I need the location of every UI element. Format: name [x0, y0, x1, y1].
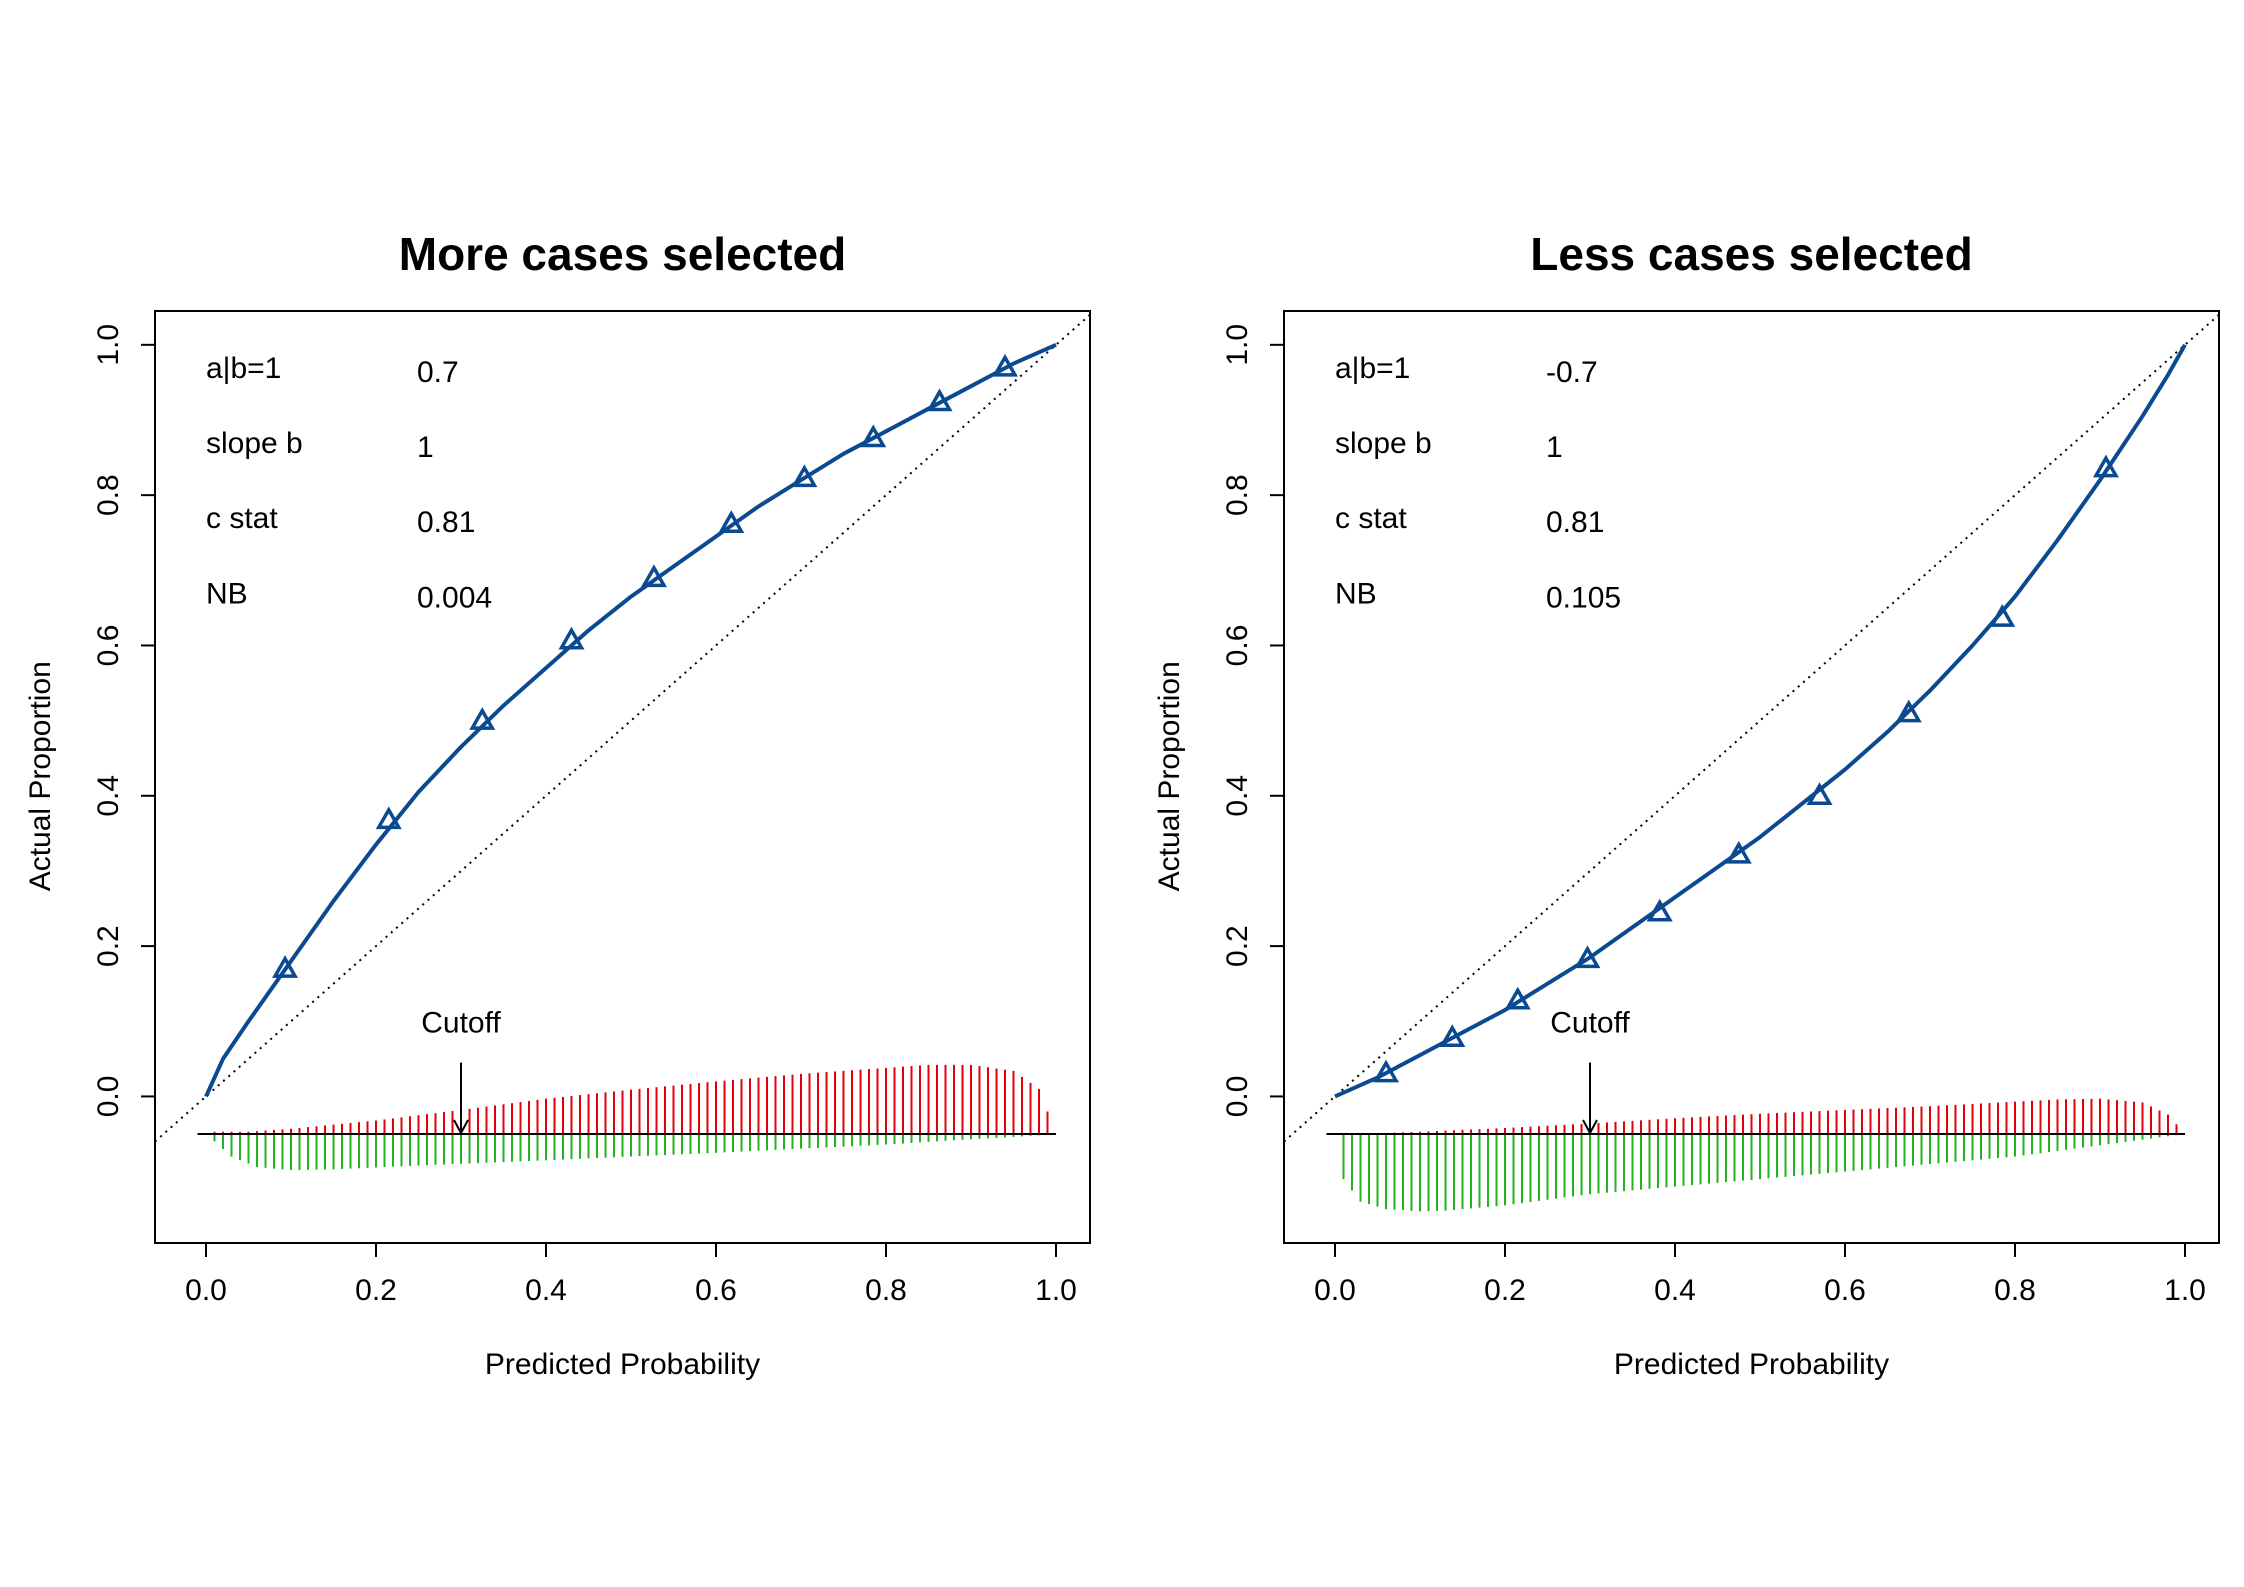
- open-triangle-icon: [791, 464, 818, 488]
- open-triangle-icon: [375, 806, 402, 830]
- open-triangle-icon: [991, 353, 1019, 377]
- stat-value-slope: 1: [1546, 431, 1563, 464]
- y-tick-label: 0.0: [1221, 1076, 1254, 1118]
- open-triangle-icon: [1989, 604, 2016, 627]
- calibration-panel-more-cases: More cases selected Predicted Probabilit…: [24, 228, 1091, 1381]
- open-triangle-icon: [1646, 898, 1673, 922]
- open-triangle-icon: [1504, 986, 1531, 1010]
- x-tick-label: 0.0: [1314, 1274, 1356, 1307]
- x-axis-label: Predicted Probability: [485, 1348, 760, 1381]
- x-tick-label: 0.6: [695, 1274, 737, 1307]
- x-tick-label: 0.0: [185, 1274, 227, 1307]
- stat-value-c-stat: 0.81: [417, 506, 475, 539]
- stat-value-intercept: 0.7: [417, 356, 459, 389]
- y-tick-label: 0.8: [92, 474, 125, 516]
- down-arrow-icon: [453, 1119, 469, 1136]
- stat-label-c-stat: c stat: [206, 502, 278, 535]
- x-tick-label: 0.2: [1484, 1274, 1526, 1307]
- y-tick-label: 0.6: [1221, 625, 1254, 667]
- stat-label-intercept: a|b=1: [206, 352, 281, 385]
- stat-value-intercept: -0.7: [1546, 356, 1598, 389]
- open-triangle-icon: [272, 955, 299, 978]
- open-triangle-icon: [1895, 699, 1922, 723]
- reference-diagonal-line: [154, 314, 1091, 1143]
- plot-frame: [154, 310, 1091, 1244]
- calibration-curve: [1334, 343, 2187, 1099]
- x-tick-label: 0.8: [1994, 1274, 2036, 1307]
- y-tick-label: 1.0: [92, 324, 125, 366]
- y-tick-label: 1.0: [1221, 324, 1254, 366]
- chart-title: Less cases selected: [1530, 228, 1972, 280]
- cutoff-label: Cutoff: [1550, 1007, 1630, 1040]
- stat-value-net-benefit: 0.105: [1546, 581, 1621, 614]
- stat-value-slope: 1: [417, 431, 434, 464]
- calibration-panel-less-cases: Less cases selected Predicted Probabilit…: [1153, 228, 2220, 1381]
- stat-label-c-stat: c stat: [1335, 502, 1407, 535]
- open-triangle-icon: [718, 510, 745, 533]
- stat-label-net-benefit: NB: [1335, 577, 1377, 610]
- reference-diagonal-line: [1283, 314, 2220, 1143]
- stat-label-intercept: a|b=1: [1335, 352, 1410, 385]
- y-tick-label: 0.4: [1221, 775, 1254, 817]
- stat-label-slope: slope b: [1335, 427, 1432, 460]
- y-tick-label: 0.8: [1221, 474, 1254, 516]
- stat-value-c-stat: 0.81: [1546, 506, 1604, 539]
- cutoff-label: Cutoff: [421, 1007, 501, 1040]
- y-axis-label: Actual Proportion: [1153, 661, 1186, 891]
- chart-title: More cases selected: [399, 228, 847, 280]
- x-tick-label: 1.0: [2164, 1274, 2206, 1307]
- x-tick-label: 0.6: [1824, 1274, 1866, 1307]
- y-tick-label: 0.2: [92, 925, 125, 967]
- x-tick-label: 0.4: [525, 1274, 567, 1307]
- open-triangle-icon: [2092, 454, 2119, 478]
- open-triangle-icon: [640, 564, 667, 588]
- plot-frame: [1283, 310, 2220, 1244]
- y-tick-label: 0.2: [1221, 925, 1254, 967]
- stat-label-net-benefit: NB: [206, 577, 248, 610]
- y-tick-label: 0.4: [92, 775, 125, 817]
- x-tick-label: 1.0: [1035, 1274, 1077, 1307]
- y-axis-label: Actual Proportion: [24, 661, 57, 891]
- open-triangle-icon: [558, 626, 585, 650]
- y-tick-label: 0.6: [92, 625, 125, 667]
- x-axis-label: Predicted Probability: [1614, 1348, 1889, 1381]
- stat-value-net-benefit: 0.004: [417, 581, 492, 614]
- open-triangle-icon: [469, 707, 496, 730]
- x-tick-label: 0.8: [865, 1274, 907, 1307]
- open-triangle-icon: [926, 388, 953, 412]
- x-tick-label: 0.4: [1654, 1274, 1696, 1307]
- open-triangle-icon: [1806, 782, 1833, 806]
- open-triangle-icon: [860, 424, 887, 448]
- stat-label-slope: slope b: [206, 427, 303, 460]
- down-arrow-icon: [1582, 1119, 1598, 1136]
- x-tick-label: 0.2: [355, 1274, 397, 1307]
- open-triangle-icon: [1372, 1059, 1400, 1083]
- open-triangle-icon: [1439, 1024, 1466, 1048]
- open-triangle-icon: [1725, 840, 1752, 864]
- y-tick-label: 0.0: [92, 1076, 125, 1118]
- calibration-curve: [204, 342, 1057, 1098]
- open-triangle-icon: [1574, 945, 1601, 969]
